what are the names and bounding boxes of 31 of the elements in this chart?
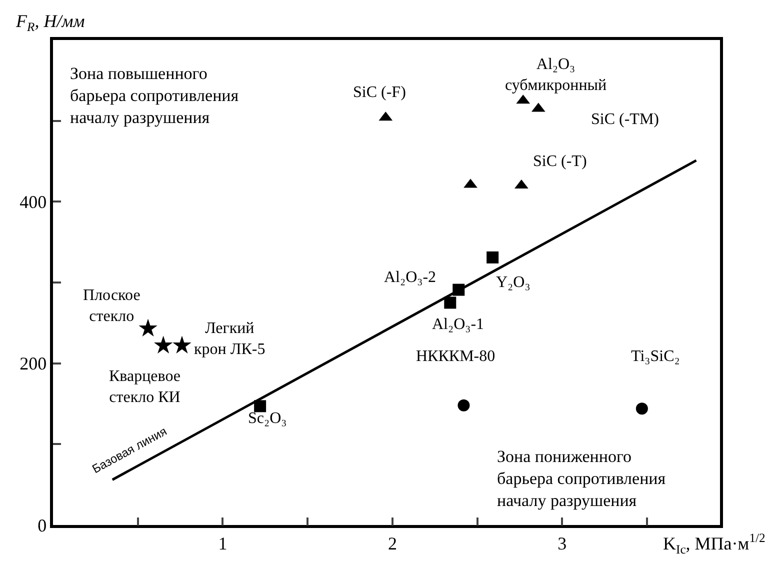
point: [138, 318, 158, 337]
y-tick-label: 400: [20, 192, 47, 212]
annotation: НКККМ-80: [416, 348, 496, 365]
point: [636, 402, 648, 415]
annotation: SiC (-F): [353, 84, 406, 101]
y-tick-label: 200: [20, 354, 47, 374]
y-tick-label: 0: [38, 515, 47, 536]
x-tick-label: 2: [388, 533, 397, 554]
x-tick-label: 1: [218, 533, 228, 554]
y-axis-title: F$_{R}$, Н/мм: [15, 11, 86, 34]
annotation: Al₂O₃-1: [432, 316, 484, 333]
annotation: SiC (-TM): [591, 111, 659, 128]
annotation: Зона пониженного барьера сопротивления началу разрушения: [497, 447, 666, 510]
annotation: Ti₃SiC₂: [631, 348, 680, 365]
x-tick-label: 3: [558, 533, 567, 554]
point: [172, 336, 192, 354]
annotation: Легкий крон ЛК-5: [194, 320, 266, 358]
point: [444, 296, 456, 309]
annotation: Sc₂O₃: [248, 410, 287, 427]
annotation: Зона повышенного барьера сопротивления началу разрушения: [70, 64, 239, 128]
annotation: Плоское стекло: [83, 287, 140, 325]
annotation: Y₂O₃: [496, 274, 530, 291]
annotation: Кварцевое стекло КИ: [109, 368, 181, 406]
point: [254, 400, 266, 412]
annotation: Al₂O₃-2: [384, 269, 436, 286]
annotation: Al₂O₃ субмикронный: [505, 56, 607, 94]
x-axis-title: K$_{Ic}$, МПа·м$^{1/2}$: [663, 531, 766, 556]
point: [458, 399, 470, 412]
point: [486, 251, 499, 264]
point: [154, 336, 173, 354]
annotation: SiC (-T): [533, 153, 587, 170]
